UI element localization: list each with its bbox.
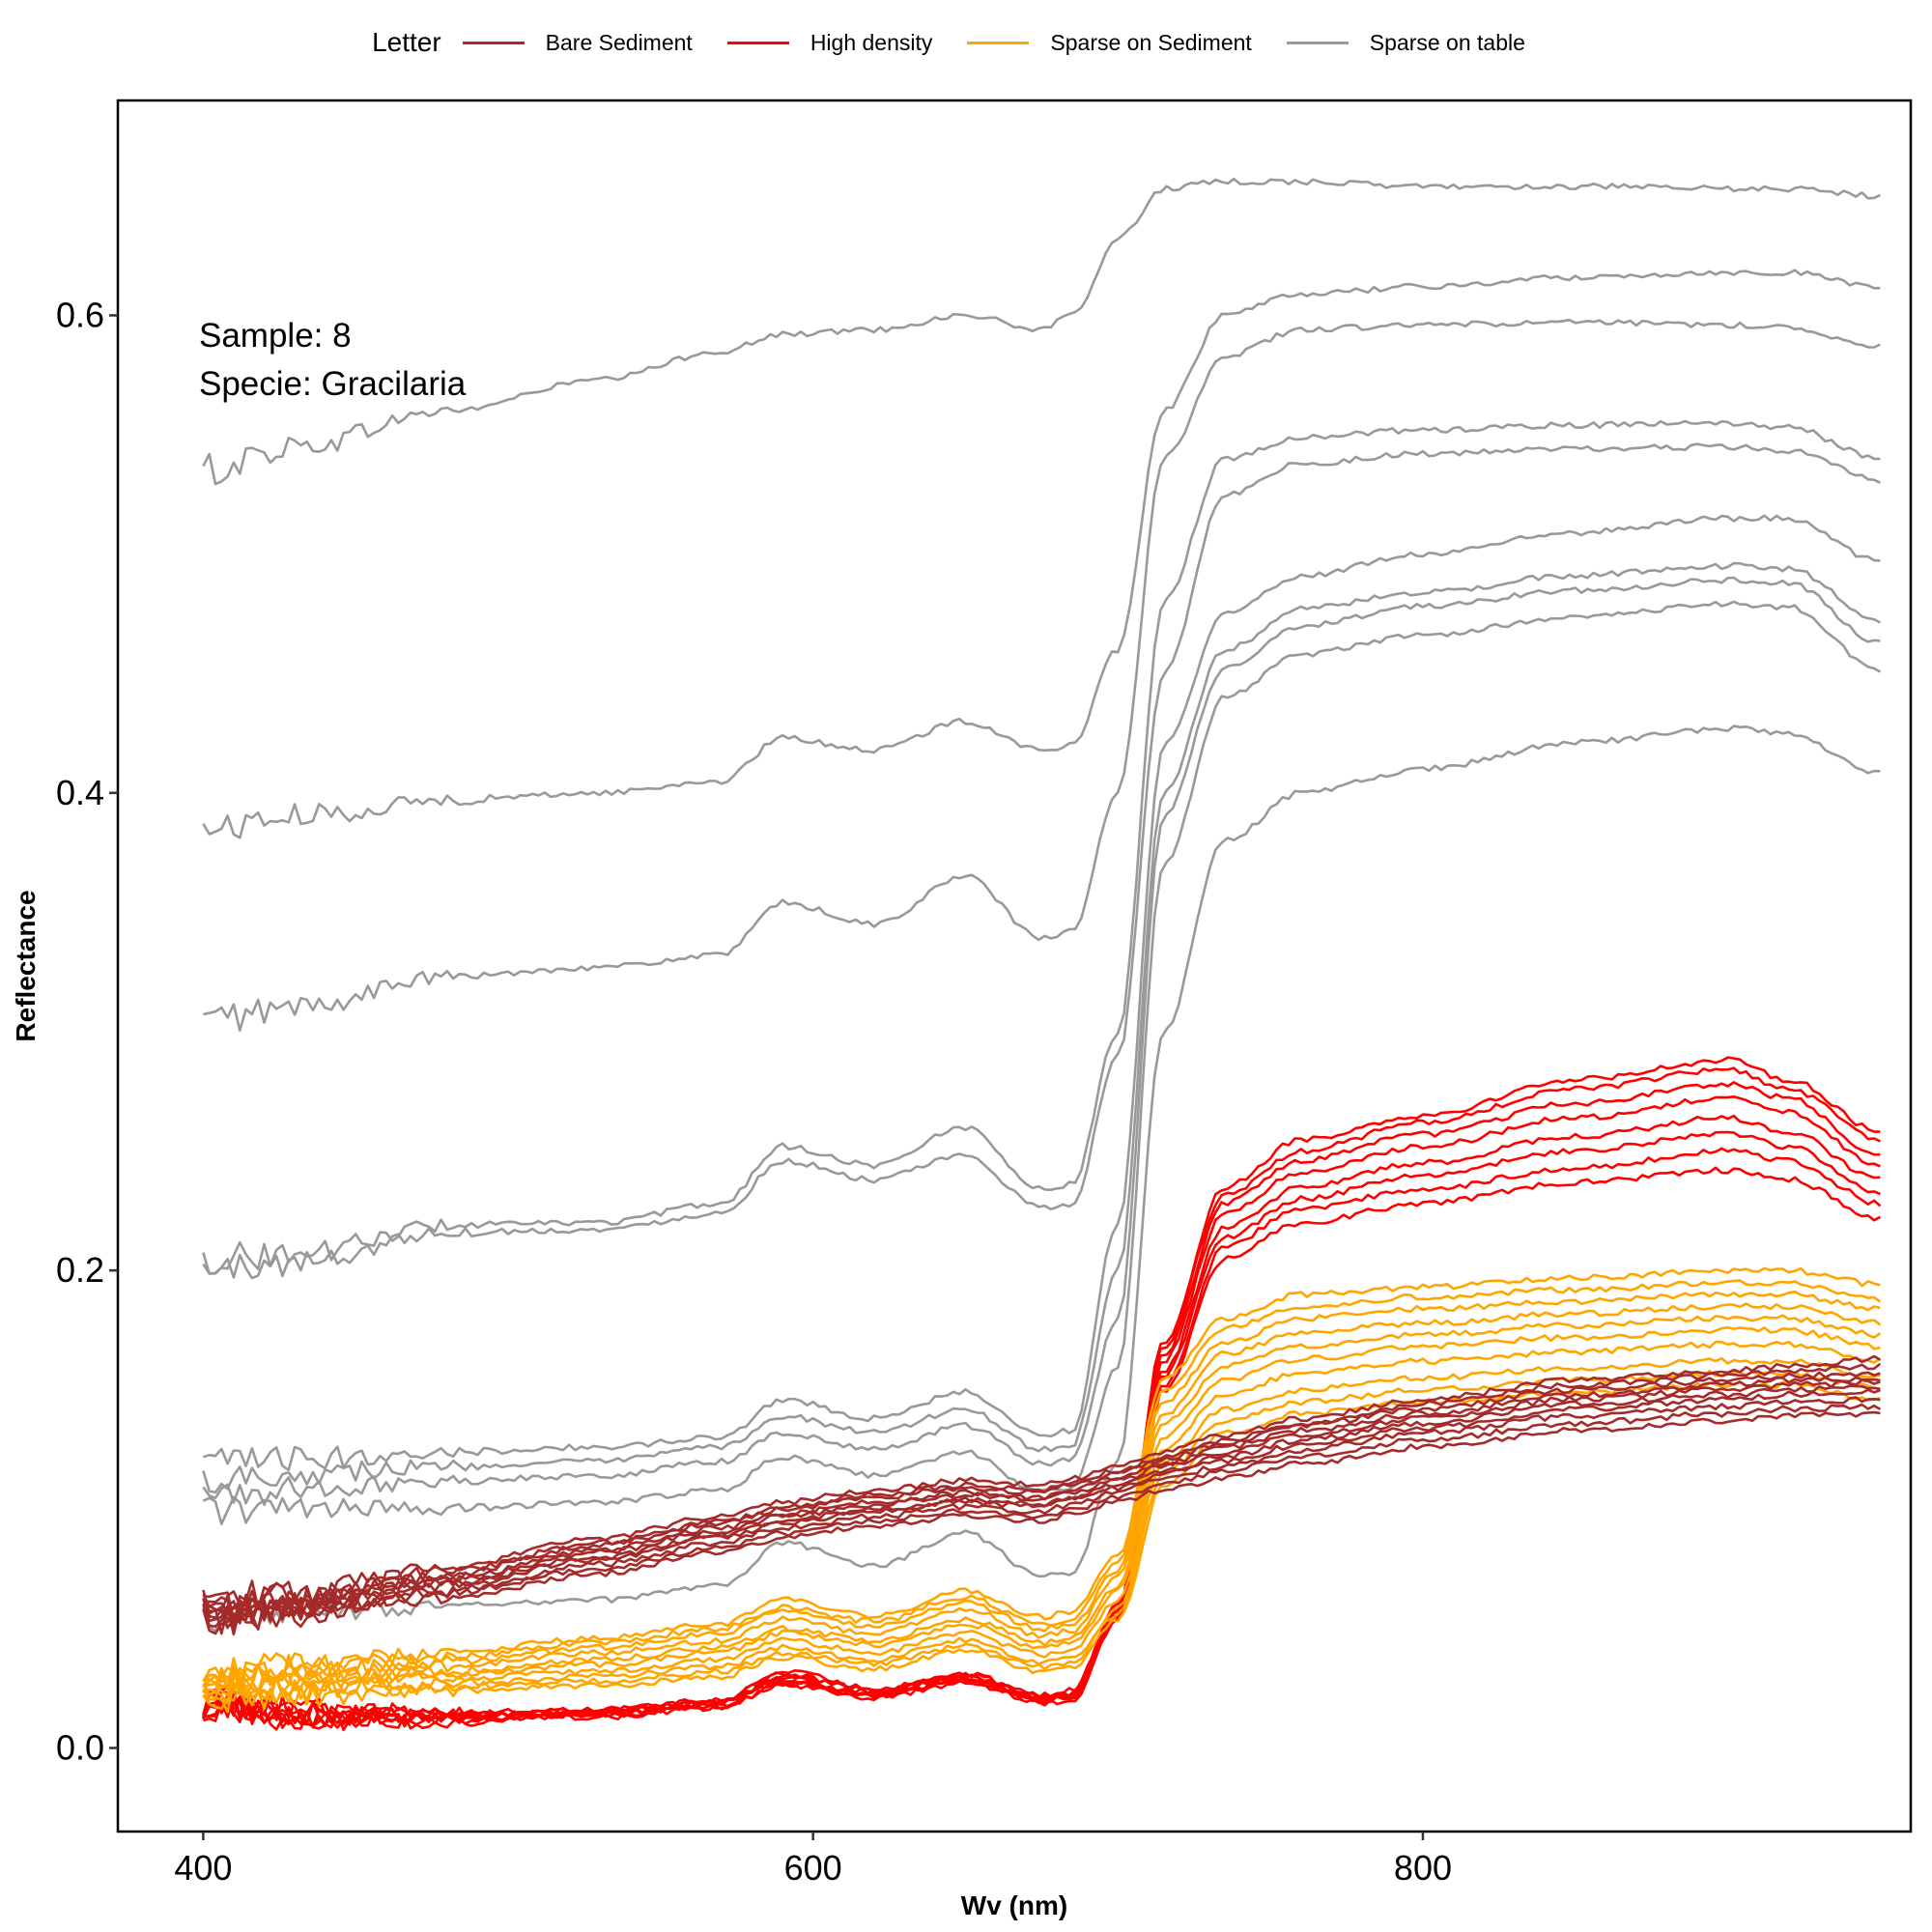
legend-swatch-bare-sediment: [462, 41, 525, 44]
plot-panel-border: [116, 99, 1913, 1833]
legend-label-high-density: High density: [810, 29, 933, 55]
y-tick-label: 0.2: [56, 1250, 104, 1290]
spectrum-line: [202, 1166, 1882, 1732]
spectrum-line: [202, 1354, 1882, 1615]
spectrum-line: [202, 442, 1881, 1280]
spectrum-line: [202, 1380, 1881, 1714]
spectrum-line: [202, 177, 1881, 486]
legend-swatch-sparse-on-table: [1286, 41, 1349, 44]
x-tick-label: 600: [784, 1848, 842, 1888]
annotation-sample: Sample: 8: [199, 317, 352, 355]
spectrum-line: [202, 600, 1882, 1525]
axis-ticks: 400 600 800 0.0 0.2 0.4 0.6: [56, 295, 1452, 1888]
spectrum-line: [202, 561, 1882, 1494]
spectrum-line: [202, 1356, 1881, 1707]
spectrum-line: [202, 1326, 1881, 1701]
legend-label-sparse-on-sediment: Sparse on Sediment: [1050, 29, 1252, 55]
y-tick-label: 0.0: [56, 1727, 104, 1767]
spectrum-line: [202, 724, 1881, 1633]
legend-swatch-sparse-on-sediment: [967, 41, 1030, 44]
legend-item-high-density: High density: [726, 29, 933, 56]
spectrum-line: [203, 1266, 1881, 1690]
curves-layer: [202, 177, 1882, 1732]
legend-swatch-high-density: [726, 41, 789, 44]
x-tick-label: 800: [1394, 1848, 1452, 1888]
spectrum-line: [202, 1362, 1882, 1613]
spectrum-line: [203, 1302, 1882, 1696]
annotation-specie: Specie: Gracilaria: [199, 365, 467, 403]
x-tick-label: 400: [174, 1848, 232, 1888]
legend-title: Letter: [372, 27, 441, 57]
legend-label-sparse-on-table: Sparse on table: [1369, 29, 1525, 55]
y-tick-label: 0.6: [56, 295, 104, 334]
spectrum-line: [202, 1290, 1881, 1696]
spectrum-line: [202, 1376, 1881, 1623]
series-sparse-on-sediment: [202, 1266, 1882, 1714]
spectrum-line: [203, 1340, 1882, 1705]
x-axis-label: Wv (nm): [961, 1890, 1067, 1920]
y-axis-label: Reflectance: [11, 890, 41, 1041]
spectrum-line: [202, 1130, 1881, 1730]
spectrum-line: [202, 1410, 1881, 1635]
spectrum-line: [202, 1396, 1881, 1629]
spectrum-line: [203, 1371, 1881, 1621]
spectrum-line: [202, 1279, 1882, 1688]
series-sparse-on-table: [202, 177, 1882, 1633]
legend-item-bare-sediment: Bare Sediment: [462, 29, 693, 56]
legend-item-sparse-on-table: Sparse on table: [1286, 29, 1525, 56]
spectrum-line: [203, 1403, 1882, 1636]
spectrum-line: [202, 419, 1881, 1275]
spectrum-line: [202, 1369, 1881, 1711]
legend: Letter Bare Sediment High density Sparse…: [0, 23, 1932, 62]
y-tick-label: 0.4: [56, 773, 104, 812]
spectrum-line: [203, 318, 1881, 1032]
spectrum-line: [202, 1147, 1882, 1729]
series-high-density: [202, 1056, 1882, 1732]
spectrum-line: [202, 576, 1881, 1507]
spectrum-line: [202, 269, 1881, 839]
legend-label-bare-sediment: Bare Sediment: [545, 29, 693, 55]
spectrum-line: [202, 1378, 1881, 1625]
spectrum-line: [202, 1314, 1882, 1695]
spectrum-line: [202, 1388, 1881, 1628]
legend-item-sparse-on-sediment: Sparse on Sediment: [967, 29, 1252, 56]
series-bare-sediment: [202, 1354, 1882, 1636]
spectrum-line: [202, 514, 1881, 1472]
